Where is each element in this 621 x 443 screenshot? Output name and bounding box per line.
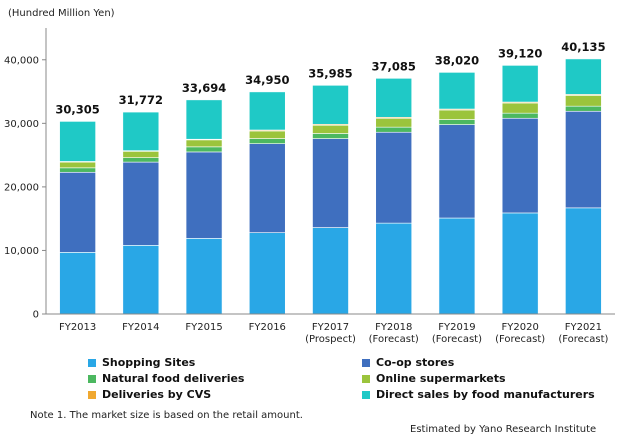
bar-segment — [59, 171, 96, 253]
total-label: 39,120 — [498, 46, 542, 60]
legend-label: Online supermarkets — [376, 372, 506, 385]
total-label: 40,135 — [561, 40, 605, 54]
bar-segment — [248, 130, 286, 139]
footnote: Note 1. The market size is based on the … — [30, 410, 303, 421]
total-label: 38,020 — [435, 53, 479, 67]
x-tick-label: FY2018 — [375, 322, 412, 333]
bar-segment — [438, 124, 476, 219]
legend-swatch — [88, 358, 96, 367]
bar-segment — [501, 65, 539, 103]
legend-swatch — [362, 390, 370, 399]
x-tick-label: FY2015 — [185, 322, 222, 333]
bar-segment — [185, 139, 223, 148]
bar-segment — [122, 245, 160, 315]
bar-segment — [501, 102, 539, 114]
bar-segment — [501, 112, 539, 119]
x-tick-sublabel: (Forecast) — [558, 334, 608, 345]
legend-label: Natural food deliveries — [102, 372, 245, 385]
x-tick-label: FY2017 — [312, 322, 349, 333]
x-tick-label: FY2021 — [565, 322, 602, 333]
bar-segment — [185, 151, 223, 239]
y-tick-label: 0 — [33, 310, 39, 321]
x-tick-sublabel: (Forecast) — [495, 334, 545, 345]
legend-swatch — [362, 374, 370, 383]
bar-segment — [565, 105, 602, 112]
bar-segment — [312, 84, 349, 125]
bar-segment — [312, 227, 349, 315]
bar-segment — [501, 117, 539, 214]
x-tick-label: FY2020 — [502, 322, 539, 333]
total-label: 37,085 — [372, 59, 416, 73]
bar-segment — [312, 133, 349, 139]
bar-segment — [59, 252, 96, 315]
y-tick-label: 30,000 — [4, 119, 39, 130]
bar-segment — [565, 58, 602, 95]
bar-segment — [438, 119, 476, 125]
x-tick-label: FY2016 — [249, 322, 286, 333]
x-tick-sublabel: (Forecast) — [432, 334, 482, 345]
legend-direct-sales: Direct sales by food manufacturers — [362, 388, 595, 401]
bar-segment — [375, 126, 413, 133]
x-tick-sublabel: (Prospect) — [305, 334, 356, 345]
legend-coop-stores: Co-op stores — [362, 356, 454, 369]
source-credit: Estimated by Yano Research Institute — [410, 424, 597, 435]
bar-segment — [59, 161, 96, 169]
bar-segment — [248, 143, 286, 233]
bar-segment — [122, 111, 160, 151]
bar-segment — [122, 157, 160, 163]
bar-segment — [122, 161, 160, 246]
total-label: 34,950 — [245, 73, 289, 87]
y-tick-label: 40,000 — [4, 55, 39, 66]
legend-swatch — [88, 390, 96, 399]
legend-online-supermarkets: Online supermarkets — [362, 372, 506, 385]
bar-segment — [122, 150, 160, 158]
bar-segment — [565, 110, 602, 209]
legend-label: Shopping Sites — [102, 356, 196, 369]
bar-segment — [248, 232, 286, 315]
bar-segment — [565, 95, 602, 107]
legend-natural-food: Natural food deliveries — [88, 372, 244, 385]
bar-segment — [185, 99, 223, 140]
bar-segment — [59, 121, 96, 162]
total-label: 35,985 — [308, 66, 352, 80]
y-tick-label: 20,000 — [4, 182, 39, 193]
total-label: 33,694 — [182, 81, 226, 95]
bar-segment — [248, 91, 286, 131]
x-tick-sublabel: (Forecast) — [369, 334, 419, 345]
bar-segment — [565, 207, 602, 315]
total-label: 30,305 — [55, 102, 99, 116]
bar-segment — [185, 146, 223, 153]
x-tick-label: FY2013 — [59, 322, 96, 333]
bar-segment — [375, 78, 413, 118]
legend-label: Direct sales by food manufacturers — [376, 388, 595, 401]
total-label: 31,772 — [119, 93, 163, 107]
bar-segment — [375, 117, 413, 128]
bar-segment — [375, 222, 413, 315]
y-tick-label: 10,000 — [4, 246, 39, 257]
legend-swatch — [88, 374, 96, 383]
legend-deliveries-cvs: Deliveries by CVS — [88, 388, 211, 401]
legend-shopping-sites: Shopping Sites — [88, 356, 195, 369]
bar-segment — [248, 138, 286, 144]
legend-label: Co-op stores — [376, 356, 455, 369]
bar-segment — [375, 131, 413, 224]
bar-segment — [312, 138, 349, 228]
unit-label: (Hundred Million Yen) — [8, 8, 115, 19]
x-tick-label: FY2014 — [122, 322, 159, 333]
x-tick-label: FY2019 — [438, 322, 475, 333]
bar-segment — [312, 124, 349, 134]
legend-label: Deliveries by CVS — [102, 388, 212, 401]
bar-segment — [501, 212, 539, 315]
bar-segment — [438, 72, 476, 110]
bar-segment — [185, 238, 223, 315]
legend-swatch — [362, 358, 370, 367]
bar-segment — [59, 167, 96, 173]
bar-segment — [438, 217, 476, 315]
bar-segment — [438, 109, 476, 120]
